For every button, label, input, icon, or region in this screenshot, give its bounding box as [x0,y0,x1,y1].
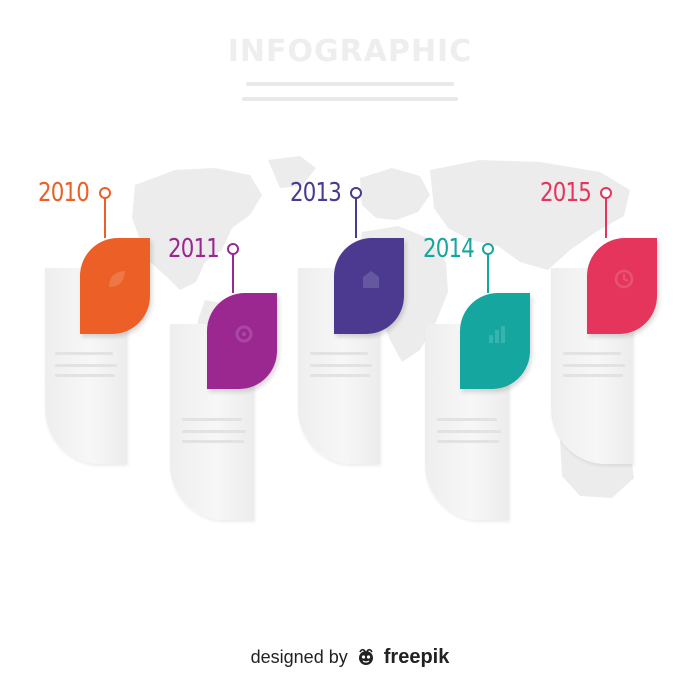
card-text-line [563,352,621,355]
year-marker-dot [350,187,362,199]
building-icon [363,271,379,288]
subtitle-line [246,82,454,86]
card-text-line [182,430,246,433]
step-badge [207,293,277,389]
year-marker-dot [482,243,494,255]
leaf-icon [109,271,125,287]
step-badge [460,293,530,389]
card-text-line [182,440,244,443]
year-connector [355,198,357,238]
year-marker-dot [227,243,239,255]
step-badge [334,238,404,334]
clock-icon [614,269,634,289]
freepik-logo-icon [358,648,373,665]
year-label: 2013 [290,178,342,208]
credit-prefix: designed by [250,647,348,667]
year-connector [104,198,106,238]
year-marker-dot [99,187,111,199]
step-badge [80,238,150,334]
card-text-line [563,374,623,377]
card-text-line [563,364,625,367]
card-text-line [437,440,499,443]
page-title: INFOGRAPHIC [227,34,473,69]
card-text-line [310,364,372,367]
gear-icon [235,325,253,343]
year-connector [605,198,607,238]
year-label: 2015 [540,178,592,208]
chart-icon [489,326,505,343]
footer-credit: designed by freepik [0,646,700,669]
credit-brand: freepik [383,646,450,668]
year-connector [232,254,234,293]
year-connector [487,254,489,293]
card-text-line [182,418,242,421]
year-marker-dot [600,187,612,199]
year-label: 2014 [423,234,475,264]
card-text-line [310,374,370,377]
year-label: 2010 [38,178,90,208]
year-label: 2011 [168,234,220,264]
step-badge [587,238,657,334]
card-text-line [310,352,368,355]
card-text-line [437,430,501,433]
card-text-line [55,364,117,367]
card-text-line [55,374,115,377]
card-text-line [437,418,497,421]
card-text-line [55,352,113,355]
subtitle-line [242,97,458,101]
